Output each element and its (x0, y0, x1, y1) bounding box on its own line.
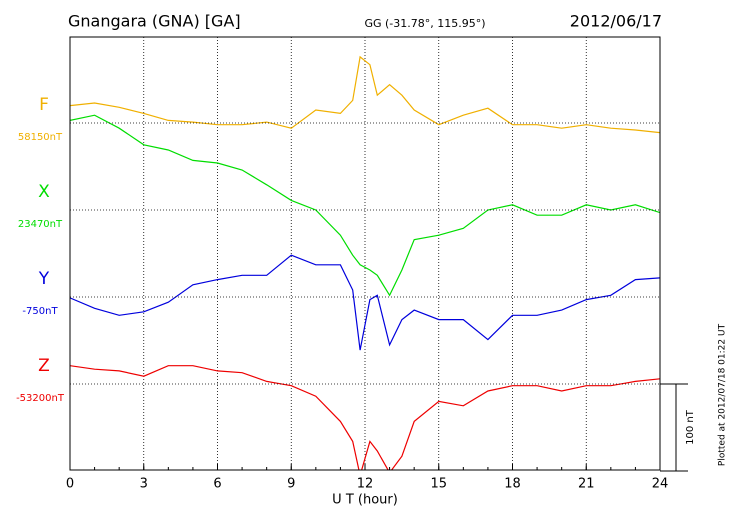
trace-line (70, 114, 660, 297)
trace-line (70, 254, 660, 351)
legend-baseline: -53200nT (16, 393, 65, 404)
chart-subtitle: GG (-31.78°, 115.95°) (364, 17, 485, 30)
trace-line (70, 55, 660, 134)
x-axis-label: U T (hour) (332, 493, 398, 508)
legend-baseline: 58150nT (18, 132, 63, 143)
legend-baseline: -750nT (22, 306, 58, 317)
chart-date: 2012/06/17 (570, 12, 662, 31)
legend-name: F (39, 95, 49, 115)
x-tick-label: 12 (357, 477, 374, 492)
trace-line (70, 365, 660, 470)
legend-name: Z (38, 356, 50, 376)
legend-baseline: 23470nT (18, 219, 63, 230)
scale-bar-label: 100 nT (685, 409, 696, 445)
chart-title: Gnangara (GNA) [GA] (68, 12, 241, 31)
footnote: Plotted at 2012/07/18 01:22 UT (718, 323, 728, 466)
x-tick-label: 6 (213, 477, 221, 492)
x-tick-label: 24 (652, 477, 669, 492)
traces (70, 55, 660, 470)
x-tick-label: 15 (430, 477, 447, 492)
x-tick-label: 0 (66, 477, 74, 492)
x-tick-label: 18 (504, 477, 521, 492)
legend-name: X (38, 182, 50, 202)
legend-name: Y (38, 269, 50, 289)
plot-frame (69, 36, 661, 471)
x-tick-label: 3 (140, 477, 148, 492)
x-tick-label: 21 (578, 477, 595, 492)
x-tick-label: 9 (287, 477, 295, 492)
